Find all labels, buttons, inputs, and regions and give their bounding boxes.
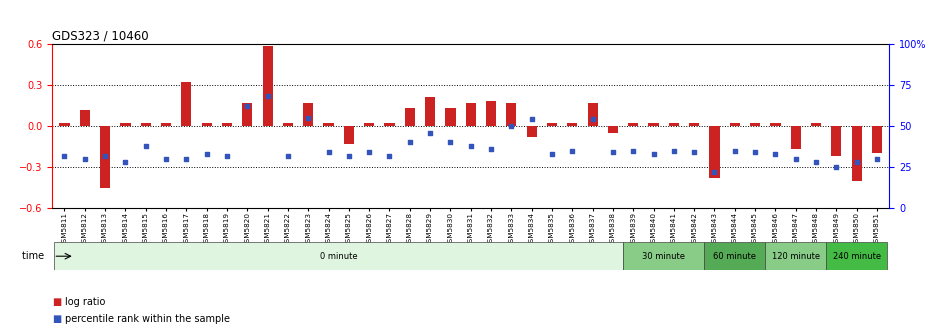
Point: [504, 123, 519, 129]
Bar: [344, 126, 354, 144]
Point: [402, 140, 417, 145]
Bar: [872, 126, 883, 154]
Bar: [705, 242, 766, 270]
Bar: [567, 123, 577, 126]
Text: 120 minute: 120 minute: [771, 252, 820, 261]
Bar: [486, 101, 496, 126]
Point: [606, 150, 621, 155]
Bar: [608, 126, 618, 133]
Bar: [182, 82, 191, 126]
Bar: [831, 126, 842, 156]
Point: [483, 146, 498, 152]
Bar: [527, 126, 536, 137]
Bar: [506, 103, 516, 126]
Point: [57, 153, 72, 158]
Bar: [161, 123, 171, 126]
Bar: [222, 123, 232, 126]
Point: [320, 150, 336, 155]
Point: [808, 160, 824, 165]
Point: [443, 140, 458, 145]
Text: ■: ■: [52, 297, 62, 307]
Point: [524, 117, 539, 122]
Bar: [826, 242, 887, 270]
Bar: [709, 126, 720, 178]
Point: [463, 143, 478, 149]
Text: log ratio: log ratio: [65, 297, 105, 307]
Bar: [121, 123, 130, 126]
Point: [422, 130, 437, 135]
Bar: [262, 46, 273, 126]
Point: [565, 148, 580, 154]
Point: [77, 156, 92, 162]
Point: [220, 153, 235, 158]
Point: [767, 151, 783, 157]
Text: percentile rank within the sample: percentile rank within the sample: [65, 314, 230, 324]
Point: [828, 165, 844, 170]
Point: [159, 156, 174, 162]
Point: [382, 153, 398, 158]
Point: [118, 160, 133, 165]
Point: [707, 169, 722, 175]
Bar: [54, 242, 623, 270]
Point: [626, 148, 641, 154]
Bar: [623, 242, 705, 270]
Bar: [59, 123, 69, 126]
Text: 60 minute: 60 minute: [713, 252, 756, 261]
Bar: [243, 103, 252, 126]
Bar: [770, 123, 781, 126]
Bar: [689, 123, 699, 126]
Bar: [629, 123, 638, 126]
Point: [585, 117, 600, 122]
Point: [544, 151, 559, 157]
Bar: [100, 126, 110, 188]
Point: [646, 151, 661, 157]
Point: [199, 151, 214, 157]
Bar: [364, 123, 375, 126]
Point: [281, 153, 296, 158]
Bar: [790, 126, 801, 149]
Bar: [202, 123, 212, 126]
Point: [341, 153, 357, 158]
Bar: [303, 103, 313, 126]
Bar: [729, 123, 740, 126]
Text: time: time: [22, 251, 48, 261]
Point: [240, 103, 255, 109]
Point: [301, 115, 316, 121]
Point: [747, 150, 763, 155]
Bar: [384, 123, 395, 126]
Point: [869, 156, 884, 162]
Text: 240 minute: 240 minute: [833, 252, 881, 261]
Bar: [766, 242, 826, 270]
Bar: [80, 110, 90, 126]
Point: [179, 156, 194, 162]
Bar: [425, 97, 436, 126]
Point: [260, 94, 275, 99]
Bar: [282, 123, 293, 126]
Bar: [323, 123, 334, 126]
Text: ■: ■: [52, 314, 62, 324]
Bar: [466, 103, 476, 126]
Bar: [811, 123, 821, 126]
Bar: [669, 123, 679, 126]
Bar: [547, 123, 557, 126]
Bar: [405, 108, 415, 126]
Bar: [750, 123, 760, 126]
Point: [667, 148, 682, 154]
Point: [687, 150, 702, 155]
Bar: [445, 108, 456, 126]
Point: [98, 153, 113, 158]
Point: [138, 143, 153, 149]
Text: 0 minute: 0 minute: [320, 252, 358, 261]
Point: [788, 156, 804, 162]
Text: GDS323 / 10460: GDS323 / 10460: [52, 30, 149, 43]
Bar: [649, 123, 659, 126]
Bar: [851, 126, 862, 181]
Point: [728, 148, 743, 154]
Point: [849, 160, 864, 165]
Bar: [141, 123, 151, 126]
Text: 30 minute: 30 minute: [642, 252, 686, 261]
Point: [361, 150, 377, 155]
Bar: [588, 103, 597, 126]
